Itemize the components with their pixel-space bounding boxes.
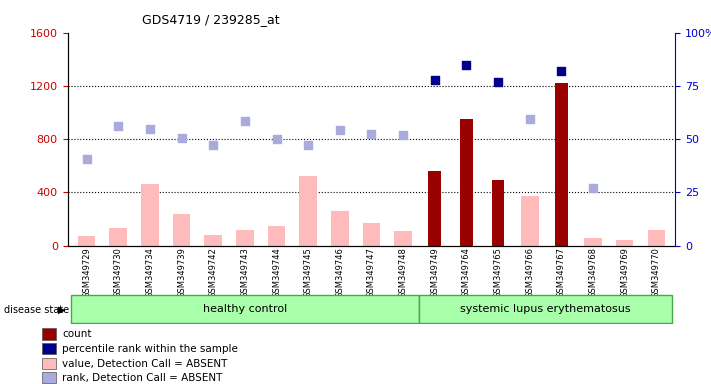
Point [302,141,314,147]
Text: GSM349765: GSM349765 [493,247,503,298]
Bar [521,197,538,246]
Text: ▶: ▶ [58,305,66,315]
Text: disease state: disease state [4,305,69,315]
Bar [363,223,380,246]
Bar [141,184,159,246]
Point [334,127,346,133]
Bar [460,119,473,246]
Point [271,136,282,142]
Bar [173,214,191,246]
Text: GSM349745: GSM349745 [304,247,313,298]
Point [461,61,472,68]
Point [397,132,409,138]
Text: healthy control: healthy control [203,304,287,314]
Point [239,118,250,124]
Point [144,126,156,132]
Text: GSM349769: GSM349769 [620,247,629,298]
Bar [395,231,412,246]
Point [429,76,441,83]
Bar [77,237,95,246]
Text: GSM349739: GSM349739 [177,247,186,298]
Point [524,116,535,122]
Bar [42,328,56,340]
Text: GSM349768: GSM349768 [589,247,598,298]
Text: GSM349744: GSM349744 [272,247,281,298]
Point [208,141,219,147]
Bar [42,372,56,384]
Bar [331,211,348,246]
Bar [492,180,505,246]
Text: GSM349748: GSM349748 [399,247,407,298]
Bar [268,226,285,246]
Text: GSM349764: GSM349764 [462,247,471,298]
Text: GDS4719 / 239285_at: GDS4719 / 239285_at [142,13,280,26]
Text: GSM349766: GSM349766 [525,247,534,298]
Bar [70,295,419,323]
Text: systemic lupus erythematosus: systemic lupus erythematosus [460,304,631,314]
Bar [419,295,673,323]
Bar [616,240,634,246]
Text: value, Detection Call = ABSENT: value, Detection Call = ABSENT [63,359,228,369]
Bar [555,83,568,246]
Bar [584,238,602,246]
Bar [236,230,254,246]
Bar [648,230,665,246]
Text: GSM349742: GSM349742 [209,247,218,298]
Text: GSM349749: GSM349749 [430,247,439,298]
Point [81,156,92,162]
Text: GSM349743: GSM349743 [240,247,250,298]
Point [587,185,599,192]
Text: percentile rank within the sample: percentile rank within the sample [63,344,238,354]
Text: GSM349747: GSM349747 [367,247,376,298]
Point [365,131,377,137]
Bar [42,343,56,354]
Text: GSM349770: GSM349770 [652,247,661,298]
Text: rank, Detection Call = ABSENT: rank, Detection Call = ABSENT [63,373,223,383]
Point [112,123,124,129]
Point [176,135,187,141]
Text: GSM349767: GSM349767 [557,247,566,298]
Bar [205,235,222,246]
Bar [429,171,441,246]
Point [493,79,504,85]
Point [556,68,567,74]
Bar [109,228,127,246]
Bar [299,177,317,246]
Text: GSM349730: GSM349730 [114,247,123,298]
Text: GSM349729: GSM349729 [82,247,91,298]
Text: GSM349734: GSM349734 [145,247,154,298]
Text: GSM349746: GSM349746 [336,247,344,298]
Bar [42,358,56,369]
Text: count: count [63,329,92,339]
